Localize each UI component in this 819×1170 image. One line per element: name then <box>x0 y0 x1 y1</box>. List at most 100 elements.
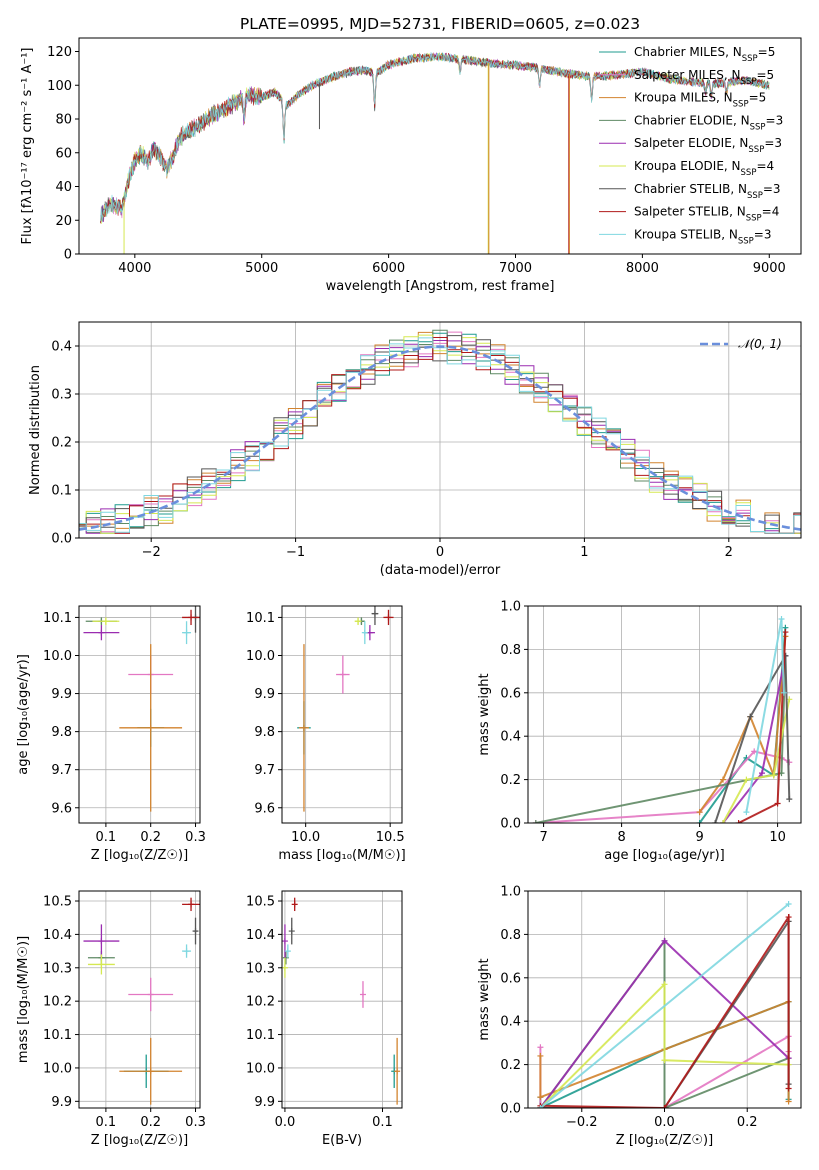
x-tick-label: 0.2 <box>737 1115 758 1130</box>
weight-series-group <box>537 901 792 1108</box>
weight-series-line <box>539 981 789 1108</box>
legend-label: Salpeter ELODIE, NSSP=3 <box>634 136 782 155</box>
x-tick-label: 7 <box>539 830 547 845</box>
y-tick-label: 9.9 <box>254 1095 275 1110</box>
y-tick-label: 9.8 <box>51 725 72 740</box>
marker-point <box>661 1057 668 1064</box>
y-tick-label: 10.3 <box>246 961 275 976</box>
x-axis-label: age [log₁₀(age/yr)] <box>604 848 725 863</box>
residuals-panel: −2 −1 0 1 2 0.0 0.1 0.2 0.3 0.4 (data-model)/error… <box>28 321 802 578</box>
x-tick-label: 0.0 <box>275 1115 296 1130</box>
x-tick-label: 8 <box>617 830 625 845</box>
y-tick-label: 10.5 <box>246 895 275 910</box>
y-tick-label: 40 <box>55 180 72 195</box>
y-tick-label: 0 <box>64 248 72 263</box>
y-tick-label: 0.2 <box>500 1058 521 1073</box>
y-tick-label: 10.3 <box>43 961 72 976</box>
marker-point <box>743 776 750 783</box>
marker-point <box>537 1052 544 1059</box>
weight_vs_age-panel: 7 8 9 10 0.0 0.2 0.4 0.6 0.8 1.0 age [log₁₀(age/yr… <box>477 600 802 863</box>
errorbar-group <box>83 897 200 1105</box>
marker-point <box>282 964 288 971</box>
x-axis-label: mass [log₁₀(M/M☉)] <box>278 848 405 863</box>
x-tick-label: 9000 <box>753 261 786 276</box>
y-tick-label: 10.4 <box>246 928 275 943</box>
x-tick-label: 0.1 <box>372 1115 393 1130</box>
marker-point <box>359 991 366 998</box>
marker-point <box>385 614 392 621</box>
y-tick-label: 0.1 <box>51 484 72 499</box>
y-tick-label: 0.4 <box>500 730 521 745</box>
errorbar-group <box>282 897 401 1105</box>
marker-point <box>183 948 190 955</box>
legend-label: Chabrier MILES, NSSP=5 <box>634 45 775 64</box>
axes-frame <box>281 605 403 824</box>
y-tick-label: 120 <box>47 45 72 60</box>
marker-point <box>371 610 378 617</box>
spectrum-panel: 4000 5000 6000 7000 8000 9000 0 20 40 60 80 100 120 w… <box>20 37 802 294</box>
age_vs_mass-panel: 10.0 10.5 9.6 9.7 9.8 9.9 10.0 10.1 mass [log₁₀(… <box>246 605 406 863</box>
y-tick-label: 80 <box>55 113 72 128</box>
y-tick-label: 10.0 <box>246 649 275 664</box>
y-tick-label: 9.7 <box>254 763 275 778</box>
x-tick-label: 2 <box>725 545 733 560</box>
x-tick-label: 0.0 <box>654 1115 675 1130</box>
marker-point <box>537 1044 544 1051</box>
x-axis-label: Z [log₁₀(Z/Z☉)] <box>616 1133 713 1148</box>
axes-frame <box>527 605 802 824</box>
marker-point <box>282 938 288 945</box>
marker-point <box>355 618 362 625</box>
marker-point <box>288 928 295 935</box>
y-axis-label: Flux [fλ10⁻¹⁷ erg cm⁻² s⁻¹ A⁻¹] <box>20 48 35 245</box>
x-axis-label: wavelength [Angstrom, rest frame] <box>326 279 555 294</box>
y-tick-label: 0.0 <box>500 1102 521 1117</box>
marker-point <box>735 820 742 823</box>
spectrum-lines <box>100 52 770 254</box>
x-tick-label: 4000 <box>118 261 151 276</box>
y-tick-label: 10.1 <box>43 611 72 626</box>
marker-point <box>747 713 754 720</box>
marker-point <box>147 991 154 998</box>
marker-point <box>147 1068 154 1075</box>
x-tick-label: 0.3 <box>185 830 206 845</box>
errorbar-group <box>83 606 200 812</box>
legend-label: Kroupa STELIB, NSSP=3 <box>634 227 772 246</box>
marker-point <box>770 772 777 779</box>
x-tick-label: 0.2 <box>140 830 161 845</box>
y-tick-label: 0.6 <box>500 971 521 986</box>
marker-point <box>696 820 703 823</box>
y-tick-label: 10.0 <box>43 649 72 664</box>
y-tick-label: 9.6 <box>51 801 72 816</box>
y-tick-label: 10.0 <box>43 1061 72 1076</box>
marker-point <box>284 948 291 955</box>
y-tick-label: 10.1 <box>246 611 275 626</box>
axes-frame <box>78 605 201 824</box>
legend-label: Kroupa MILES, NSSP=5 <box>634 91 766 110</box>
y-axis-label: age [log₁₀(age/yr)] <box>16 654 31 775</box>
figure-title: PLATE=0995, MJD=52731, FIBERID=0605, z=0… <box>240 15 640 33</box>
marker-point <box>102 618 109 625</box>
marker-point <box>778 616 785 623</box>
axes-frame <box>78 890 201 1109</box>
legend-label: Chabrier ELODIE, NSSP=3 <box>634 113 783 132</box>
x-tick-label: −2 <box>142 545 161 560</box>
x-axis-label: E(B-V) <box>322 1133 362 1148</box>
y-tick-label: 0.4 <box>500 1015 521 1030</box>
y-tick-label: 0.3 <box>51 388 72 403</box>
y-tick-label: 9.6 <box>254 801 275 816</box>
legend-label: 𝒩(0, 1) <box>738 337 782 351</box>
marker-point <box>661 981 668 988</box>
marker-point <box>98 961 105 968</box>
marker-point <box>720 776 726 783</box>
marker-point <box>785 1098 792 1105</box>
y-axis-label: mass [log₁₀(M/M☉)] <box>16 936 31 1063</box>
y-tick-label: 0.6 <box>500 686 521 701</box>
y-axis-label: mass weight <box>477 958 492 1040</box>
y-tick-label: 0.8 <box>500 643 521 658</box>
x-tick-label: 0 <box>436 545 444 560</box>
y-tick-label: 0.0 <box>51 532 72 547</box>
y-tick-label: 9.9 <box>254 687 275 702</box>
y-tick-label: 0.4 <box>51 340 72 355</box>
marker-point <box>300 724 307 731</box>
